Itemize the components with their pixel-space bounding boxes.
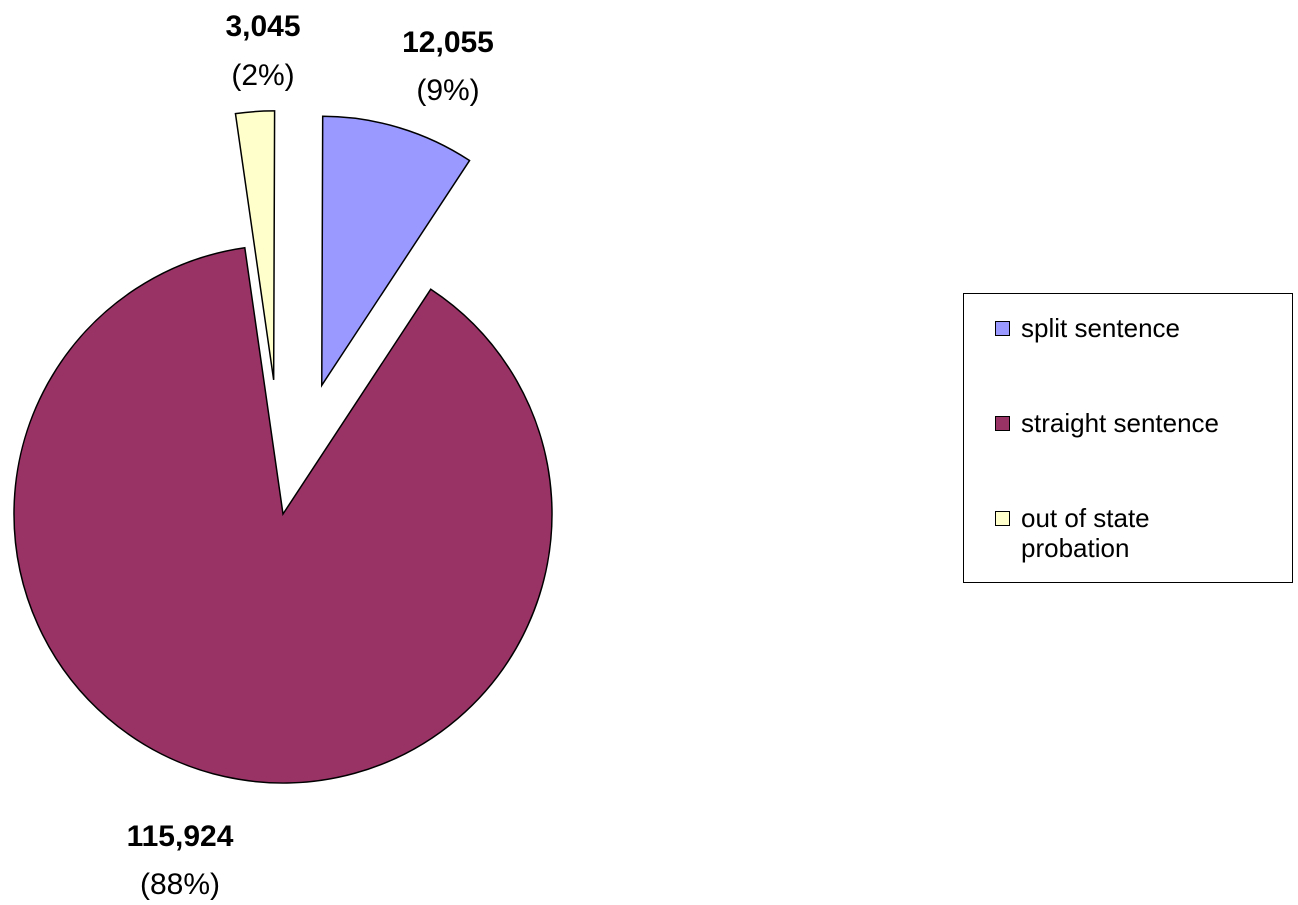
pie-slices <box>13 110 553 784</box>
label-value-split-sentence: 12,055 <box>402 26 494 59</box>
legend-swatch-split-sentence <box>995 321 1010 336</box>
label-value-straight-sentence: 115,924 <box>127 820 234 853</box>
label-pct-straight-sentence: (88%) <box>140 868 220 901</box>
chart-legend: split sentence straight sentence out of … <box>963 293 1293 583</box>
pie-slice-split-sentence <box>320 115 471 388</box>
legend-swatch-out-of-state-probation <box>995 511 1010 526</box>
label-value-out-of-state-probation: 3,045 <box>225 10 300 43</box>
pie-slice-out-of-state-probation <box>234 110 276 381</box>
legend-label-out-of-state-probation: out of state probation <box>1021 503 1150 563</box>
legend-swatch-straight-sentence <box>995 416 1010 431</box>
label-pct-out-of-state-probation: (2%) <box>231 59 294 92</box>
slice-labels: 12,055 (9%) 115,924 (88%) 3,045 (2%) <box>127 10 494 901</box>
pie-slice-straight-sentence <box>13 246 553 784</box>
legend-label-straight-sentence: straight sentence <box>1021 408 1220 438</box>
legend-label-split-sentence: split sentence <box>1021 313 1180 343</box>
label-pct-split-sentence: (9%) <box>416 74 479 107</box>
